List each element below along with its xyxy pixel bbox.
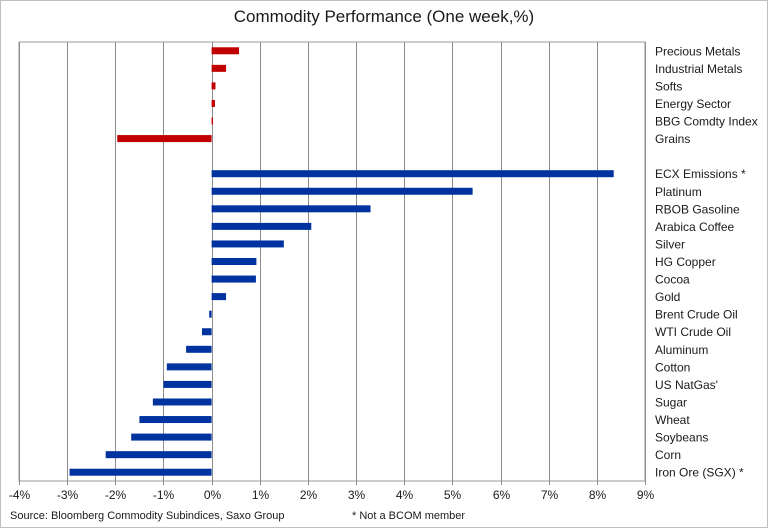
category-label: Corn [655, 448, 681, 462]
bar [211, 293, 227, 301]
bar [211, 82, 216, 90]
x-tick-label: 3% [348, 488, 366, 502]
bar [201, 328, 212, 336]
bar [211, 275, 256, 283]
bar [69, 468, 212, 476]
footnote: * Not a BCOM member [352, 510, 466, 522]
bar [211, 205, 371, 213]
x-tick-label: 8% [589, 488, 607, 502]
x-tick-label: 7% [541, 488, 559, 502]
plot-area [18, 41, 646, 482]
category-label: Silver [655, 237, 685, 251]
x-tick-label: -2% [105, 488, 127, 502]
x-tick-label: 5% [444, 488, 462, 502]
bar [211, 240, 284, 248]
category-label: Aluminum [655, 343, 708, 357]
category-label: Grains [655, 132, 690, 146]
bar [211, 258, 257, 265]
category-label: Platinum [655, 185, 702, 199]
category-label: Soybeans [655, 431, 708, 445]
category-label: ECX Emissions * [655, 167, 746, 181]
bar [163, 380, 212, 388]
category-label: Brent Crude Oil [655, 308, 738, 322]
bar [211, 170, 614, 178]
bar [117, 135, 212, 143]
bar [211, 117, 214, 125]
bar [105, 451, 212, 459]
category-label: Gold [655, 290, 680, 304]
category-label: HG Copper [655, 255, 716, 269]
category-label: Cotton [655, 360, 690, 374]
x-tick-label: -1% [153, 488, 175, 502]
bar [131, 433, 212, 441]
x-tick-label: 6% [493, 488, 511, 502]
category-label: WTI Crude Oil [655, 325, 731, 339]
x-tick-label: 0% [204, 488, 222, 502]
bar [211, 187, 473, 195]
bar [209, 310, 212, 318]
category-label: Precious Metals [655, 44, 740, 58]
bar [139, 416, 212, 424]
bar [211, 47, 240, 55]
x-tick-label: 2% [300, 488, 318, 502]
category-label: Industrial Metals [655, 62, 742, 76]
x-tick-label: 1% [252, 488, 270, 502]
bar [152, 398, 212, 406]
category-label: Cocoa [655, 273, 690, 287]
x-tick-label: 4% [396, 488, 414, 502]
x-tick-label: -3% [57, 488, 79, 502]
category-label: Arabica Coffee [655, 220, 734, 234]
x-tick-label: 9% [637, 488, 655, 502]
source-note: Source: Bloomberg Commodity Subindices, … [10, 510, 285, 522]
category-label: Energy Sector [655, 97, 731, 111]
bar [211, 222, 312, 230]
bar [166, 363, 212, 371]
category-label: RBOB Gasoline [655, 202, 740, 216]
category-label: Wheat [655, 413, 690, 427]
bar [211, 99, 215, 107]
category-label: Iron Ore (SGX) * [655, 466, 744, 480]
category-label: US NatGas' [655, 378, 718, 392]
category-label: Softs [655, 79, 682, 93]
chart-title: Commodity Performance (One week,%) [233, 7, 535, 26]
bar [211, 64, 227, 72]
bar [186, 345, 212, 353]
category-label: Sugar [655, 395, 687, 409]
category-label: BBG Comdty Index [655, 115, 758, 129]
x-tick-label: -4% [9, 488, 31, 502]
